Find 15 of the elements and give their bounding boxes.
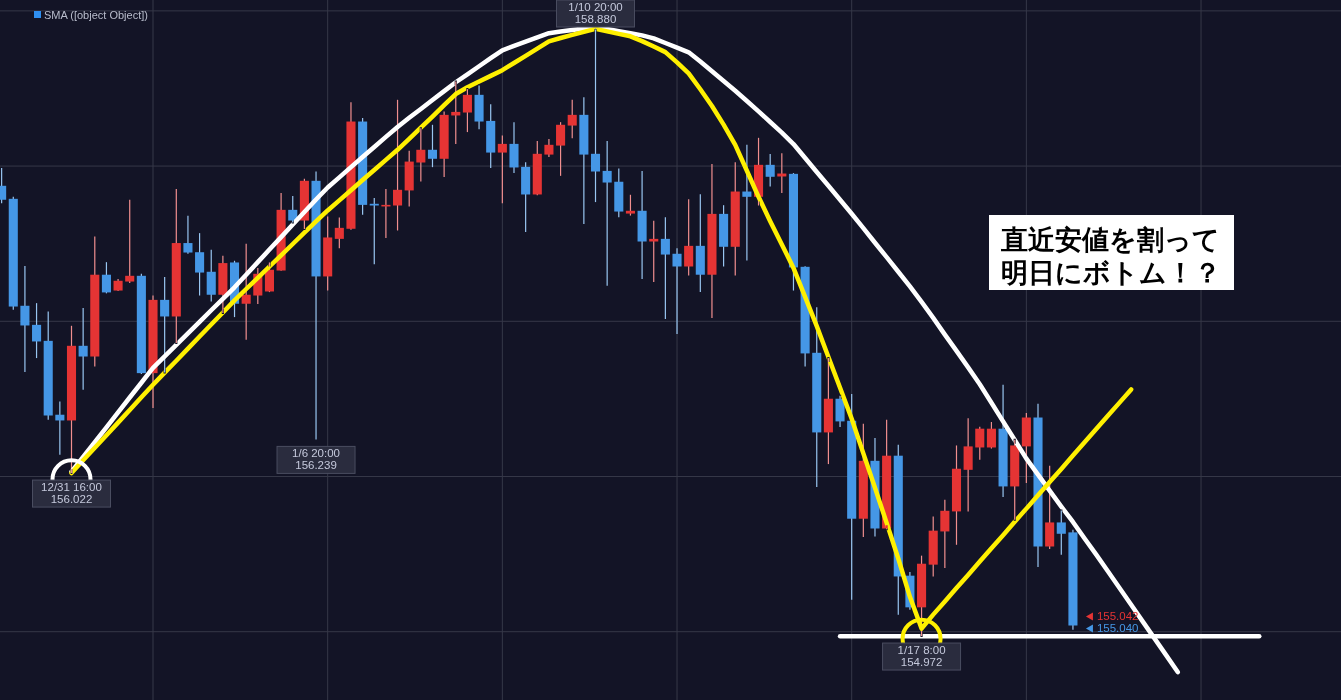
- annotation: 155.040: [1096, 622, 1139, 635]
- price-tag: 155.042: [1085, 610, 1139, 623]
- price-label: 1/17 8:00 154.972: [882, 642, 962, 671]
- annotation: 1/6 20:00 156.239: [292, 447, 341, 471]
- annotation: 155.042: [1096, 610, 1139, 623]
- price-label: 12/31 16:00 156.022: [32, 479, 111, 508]
- price-tag: 155.040: [1085, 622, 1139, 635]
- annotation: 1/17 8:00 154.972: [897, 644, 946, 668]
- annotation: 12/31 16:00 156.022: [41, 481, 102, 505]
- annotation: 1/10 20:00 158.880: [568, 1, 623, 25]
- annotation: 直近安値を割って明日にボトム！？: [1000, 224, 1221, 288]
- note: 直近安値を割って明日にボトム！？: [989, 215, 1234, 290]
- legend: SMA ([object Object]): [34, 9, 148, 21]
- price-label: 1/10 20:00 158.880: [556, 0, 635, 28]
- price-label: 1/6 20:00 156.239: [276, 445, 356, 474]
